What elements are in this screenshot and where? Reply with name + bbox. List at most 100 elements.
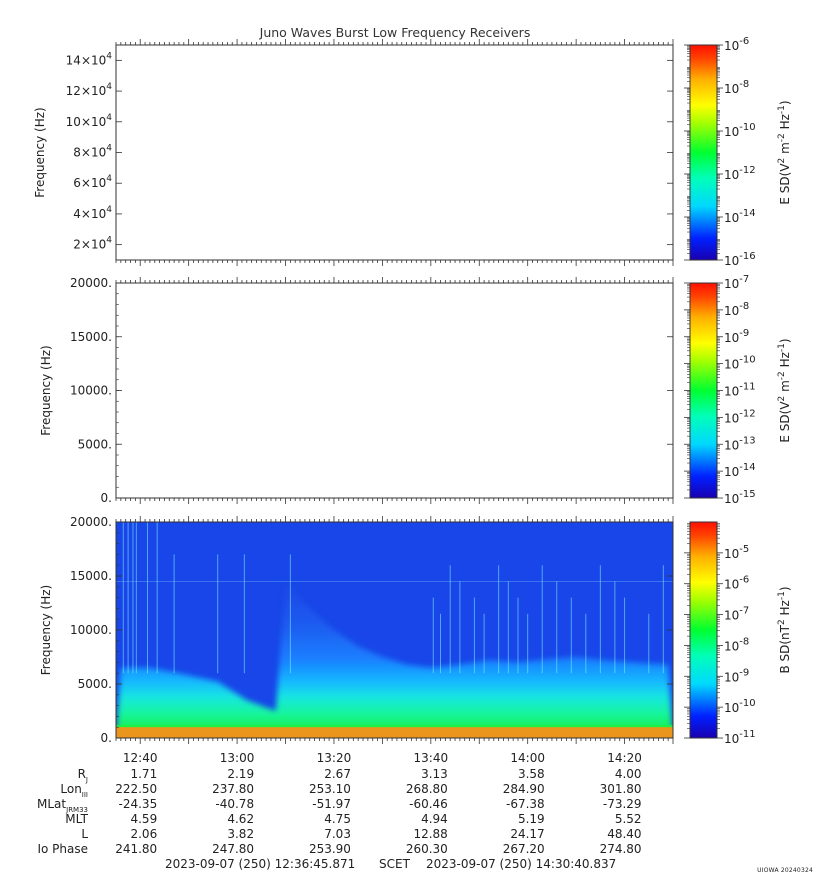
y-tick-label: 8×104: [73, 144, 112, 160]
ephemeris-value: 2.67: [324, 767, 351, 781]
text-span: 10: [724, 492, 739, 506]
text-span: MLT: [65, 812, 88, 826]
end-time: 2023-09-07 (250) 14:30:40.837: [426, 857, 617, 871]
text-span: 10×10: [66, 115, 107, 129]
text-span: m: [778, 142, 792, 158]
colorbar-tick-label: 10-14: [724, 208, 756, 225]
text-span: 4×10: [73, 207, 106, 221]
x-tick-label: 12:40: [123, 751, 158, 765]
ephemeris-value: 260.30: [406, 842, 448, 856]
text-span: -10: [739, 355, 755, 366]
ephemeris-value: 24.17: [510, 827, 544, 841]
text-span: Hz: [778, 352, 792, 371]
emission-region: [116, 581, 673, 738]
panels: 2×1044×1046×1048×10410×10412×10414×104Fr…: [33, 36, 792, 746]
text-span: 10: [724, 358, 739, 372]
colorbar-tick-label: 10-5: [724, 544, 749, 561]
y-tick-label: 10×104: [66, 113, 113, 129]
intense-band: [116, 727, 673, 738]
ephemeris-value: 5.19: [518, 812, 545, 826]
text-span: 10: [724, 277, 739, 291]
text-span: -10: [739, 122, 755, 133]
colorbar-tick-label: 10-11: [724, 382, 756, 399]
text-span: -12: [739, 165, 755, 176]
y-tick-label: 12×104: [66, 82, 113, 98]
ephemeris-value: 4.59: [130, 812, 157, 826]
chart-title: Juno Waves Burst Low Frequency Receivers: [259, 25, 531, 40]
time-axis: 12:40 13:00 13:20 13:40 14:00 14:20: [123, 751, 642, 765]
ephemeris-label: MLatJRM33: [37, 797, 88, 814]
panel-bottom: 0. 5000. 10000. 15000. 20000. Frequency (Hz) 1…: [39, 515, 792, 746]
x-tick-label: 14:20: [607, 751, 642, 765]
y-tick-label: 20000.: [70, 276, 112, 290]
colorbar-tick-label: 10-13: [724, 435, 756, 452]
ephemeris-label: L: [81, 827, 88, 841]
ephemeris-value: 3.58: [518, 767, 545, 781]
text-span: 10: [724, 168, 739, 182]
text-span: 10: [724, 670, 739, 684]
colorbar-tick-label: 10-7: [724, 606, 749, 623]
y-tick-label: 6×104: [73, 174, 112, 190]
y-axis-label: Frequency (Hz): [39, 585, 53, 676]
text-span: -6: [739, 575, 749, 586]
text-span: m: [778, 380, 792, 396]
text-span: 10: [724, 39, 739, 53]
text-span: -8: [739, 636, 749, 647]
colorbar-tick-label: 10-12: [724, 408, 756, 425]
panel-frame: [115, 282, 674, 499]
credit-stamp: UIOWA 20240324: [757, 867, 813, 874]
colorbar-tick-label: 10-16: [724, 251, 756, 268]
text-span: -1: [777, 343, 787, 352]
text-span: 10: [724, 304, 739, 318]
colorbar-tick-label: 10-8: [724, 636, 749, 653]
ephemeris-value: 237.80: [212, 782, 254, 796]
text-span: -6: [739, 36, 749, 47]
ephemeris-value: 5.52: [615, 812, 642, 826]
x-tick-label: 14:00: [510, 751, 545, 765]
ephemeris-value: -24.35: [119, 797, 158, 811]
text-span: -5: [739, 544, 749, 555]
text-span: -2: [777, 371, 787, 380]
text-span: -14: [739, 208, 755, 219]
text-span: E SD(V: [778, 401, 792, 443]
text-span: -11: [739, 382, 755, 393]
ephemeris-value: -73.29: [603, 797, 642, 811]
ephemeris-label: Io Phase: [37, 842, 88, 856]
colorbar-tick-label: 10-9: [724, 328, 749, 345]
ephemeris-value: 1.71: [130, 767, 157, 781]
ephemeris-value: 284.90: [503, 782, 545, 796]
text-span: 2: [777, 619, 787, 625]
text-span: -2: [777, 133, 787, 142]
panel-top: 2×1044×1046×1048×10410×10412×10414×104Fr…: [33, 36, 792, 268]
colorbar-label: E SD(V2 m-2 Hz-1): [777, 100, 792, 204]
text-span: Lon: [60, 782, 81, 796]
colorbar-label: E SD(V2 m-2 Hz-1): [777, 338, 792, 442]
text-span: 10: [724, 125, 739, 139]
text-span: J: [85, 776, 88, 784]
y-tick-label: 0.: [101, 491, 112, 505]
text-span: 2: [777, 158, 787, 164]
y-tick-label: 14×104: [66, 51, 113, 67]
colorbar-tick-label: 10-9: [724, 667, 749, 684]
panel-middle: 0. 5000. 10000. 15000. 20000. Frequency (Hz) 1…: [39, 274, 792, 506]
text-span: 10: [724, 82, 739, 96]
ephemeris-value: 2.19: [227, 767, 254, 781]
spectrogram: [116, 522, 673, 738]
text-span: -1: [777, 591, 787, 600]
colorbar-tick-label: 10-10: [724, 122, 756, 139]
text-span: 4: [106, 51, 112, 61]
y-tick-label: 10000.: [70, 384, 112, 398]
ephemeris-value: 4.94: [421, 812, 448, 826]
text-span: -10: [739, 698, 755, 709]
text-span: ): [778, 100, 792, 105]
ephemeris-value: -40.78: [215, 797, 254, 811]
y-tick-label: 0.: [101, 731, 112, 745]
colorbar-tick-label: 10-12: [724, 165, 756, 182]
ephemeris-label: LonIII: [60, 782, 88, 799]
ephemeris-value: 241.80: [115, 842, 157, 856]
text-span: 4: [106, 82, 112, 92]
ephemeris-value: 4.75: [324, 812, 351, 826]
ephemeris-value: 253.10: [309, 782, 351, 796]
colorbar-tick-label: 10-8: [724, 301, 749, 318]
